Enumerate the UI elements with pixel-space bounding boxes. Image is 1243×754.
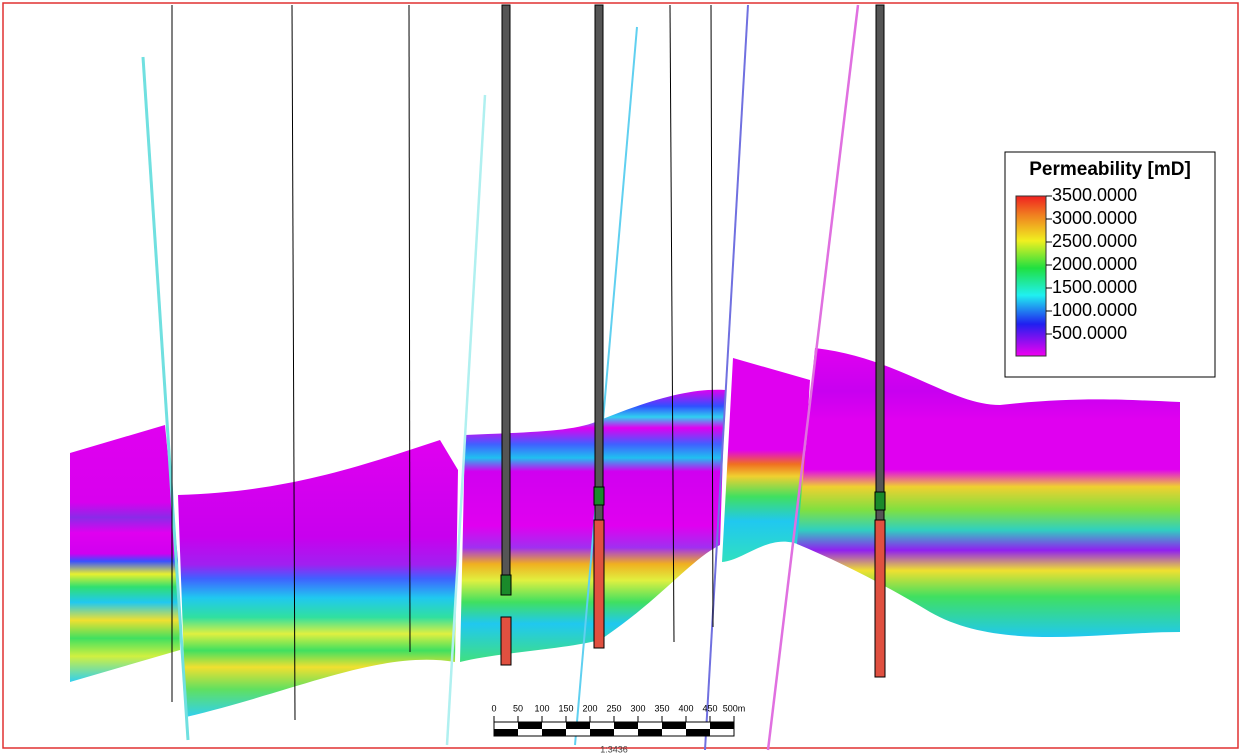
scale-segment [518, 722, 542, 729]
well-path [710, 4, 714, 628]
well-casing [501, 4, 511, 581]
legend-label: 2500.0000 [1052, 231, 1137, 251]
legend-label: 500.0000 [1052, 323, 1127, 343]
scale-segment [614, 722, 638, 729]
scale-label: 400 [678, 703, 693, 713]
legend-label: 3500.0000 [1052, 185, 1137, 205]
scale-segment [686, 729, 710, 736]
well-path [669, 4, 675, 643]
completed-wells [500, 4, 886, 678]
block [722, 358, 810, 562]
fault [766, 4, 860, 751]
scale-segment [710, 722, 734, 729]
layers [70, 348, 1180, 717]
well-casing [875, 4, 885, 521]
scale-segment [662, 722, 686, 729]
legend-label: 1000.0000 [1052, 300, 1137, 320]
legend-label: 1500.0000 [1052, 277, 1137, 297]
fault [704, 4, 749, 751]
scale-label: 150 [558, 703, 573, 713]
well-perforation [874, 519, 886, 678]
scale-label: 250 [606, 703, 621, 713]
scale-label: 200 [582, 703, 597, 713]
fault [445, 94, 487, 746]
well-perforation [500, 616, 512, 666]
block [460, 389, 725, 662]
scale-label: 500m [723, 703, 746, 713]
well-path [408, 4, 411, 653]
scale-ratio: 1:3436 [600, 744, 628, 754]
fault [574, 26, 638, 746]
scale-segment [590, 729, 614, 736]
scale-label: 300 [630, 703, 645, 713]
block [178, 440, 458, 717]
scale-label: 0 [491, 703, 496, 713]
block [70, 425, 180, 682]
legend: Permeability [mD] 3500.0000 3000.0000 2500… [1004, 151, 1216, 378]
fault [141, 56, 190, 741]
well-marker [593, 486, 605, 506]
scale-bar: 1:3436 0 50 100 150 200 250 300 350 400 450 500m [491, 703, 745, 754]
legend-colorbar [1015, 195, 1047, 357]
scale-segment [494, 729, 518, 736]
legend-title: Permeability [mD] [1029, 159, 1191, 180]
scale-label: 450 [702, 703, 717, 713]
well-perforation [593, 519, 605, 649]
faults [141, 4, 860, 751]
scale-label: 350 [654, 703, 669, 713]
scale-segment [638, 729, 662, 736]
legend-labels: 3500.0000 3000.0000 2500.0000 2000.0000 1500… [1046, 185, 1137, 343]
scale-label: 50 [513, 703, 523, 713]
scale-label: 100 [534, 703, 549, 713]
well-marker [874, 491, 886, 511]
well-casing [594, 4, 604, 521]
scale-segment [566, 722, 590, 729]
well-marker [500, 574, 512, 596]
well-path [291, 4, 296, 721]
legend-label: 2000.0000 [1052, 254, 1137, 274]
wells [171, 4, 714, 721]
legend-label: 3000.0000 [1052, 208, 1137, 228]
scale-segment [542, 729, 566, 736]
block [797, 348, 1180, 637]
